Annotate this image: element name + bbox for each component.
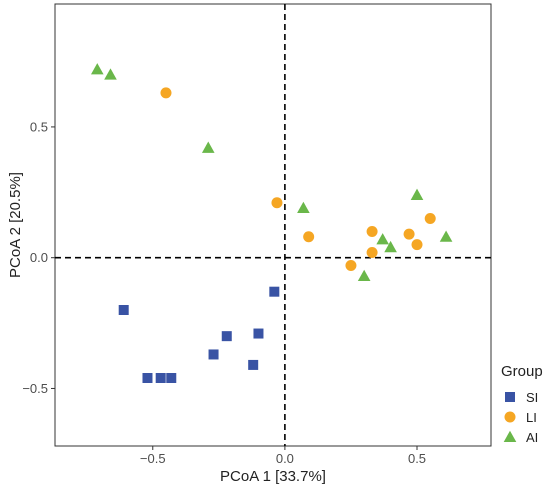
point-ai (357, 269, 371, 282)
x-tick-label: 0.5 (408, 451, 426, 466)
y-axis-title: PCoA 2 [20.5%] (7, 172, 24, 278)
point-si (248, 359, 259, 370)
legend: Group SI LI AI (501, 363, 543, 445)
point-ai (297, 201, 310, 214)
legend-key-si (505, 392, 515, 402)
data-points (90, 63, 453, 383)
point-li (345, 260, 357, 272)
x-axis-ticks: −0.5 0.0 0.5 (140, 446, 426, 466)
point-li (271, 197, 283, 209)
point-li (366, 246, 378, 258)
point-si (221, 331, 232, 342)
point-si (253, 328, 264, 339)
point-ai (439, 230, 453, 242)
y-tick-label: 0.0 (30, 250, 48, 265)
legend-key-li (504, 411, 516, 423)
point-ai (410, 188, 424, 200)
point-li (160, 87, 172, 99)
point-si (142, 373, 153, 383)
point-ai (201, 141, 215, 153)
legend-key-ai (503, 430, 517, 443)
point-li (411, 239, 423, 251)
x-tick-label: −0.5 (140, 451, 166, 466)
point-li (366, 226, 378, 238)
point-si (208, 349, 219, 360)
y-axis-ticks: −0.5 0.0 0.5 (22, 119, 55, 396)
point-si (155, 373, 166, 383)
legend-title: Group (501, 363, 543, 380)
y-tick-label: −0.5 (22, 381, 48, 396)
y-tick-label: 0.5 (30, 119, 48, 134)
legend-label-ai: AI (526, 430, 538, 445)
point-si (118, 305, 129, 315)
point-li (424, 212, 436, 224)
x-tick-label: 0.0 (276, 451, 294, 466)
point-ai (384, 240, 397, 253)
point-ai (376, 233, 389, 245)
reference-lines (55, 4, 491, 446)
point-li (303, 231, 315, 243)
legend-label-si: SI (526, 390, 538, 405)
point-ai (104, 68, 117, 80)
point-li (403, 228, 415, 240)
point-ai (90, 63, 104, 75)
point-si (269, 286, 280, 297)
x-axis-title: PCoA 1 [33.7%] (220, 468, 326, 485)
plot-panel (54, 3, 492, 447)
legend-label-li: LI (526, 410, 537, 425)
point-si (166, 373, 177, 383)
